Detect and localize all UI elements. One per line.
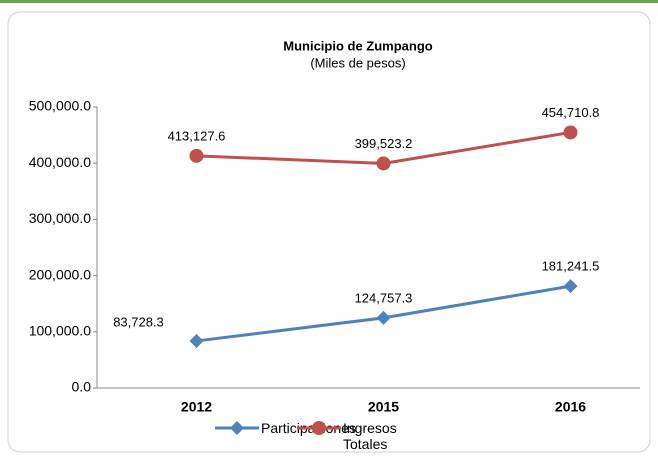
legend-label: Ingresos Totales [343, 420, 397, 452]
y-tick-label: 400,000.0 [29, 154, 91, 170]
point [563, 279, 578, 294]
point [312, 421, 326, 435]
value-label: 124,757.3 [355, 290, 413, 305]
value-label: 399,523.2 [355, 136, 413, 151]
point [189, 148, 204, 163]
point [189, 333, 204, 348]
chart-subtitle: (Miles de pesos) [310, 55, 405, 70]
x-tick-label: 2012 [181, 399, 212, 415]
legend-box: Ingresos Totales [343, 420, 397, 452]
chart-frame [7, 11, 651, 453]
y-tick-label: 500,000.0 [29, 98, 91, 114]
value-label: 413,127.6 [168, 128, 226, 143]
point [376, 156, 391, 171]
point [563, 125, 578, 140]
value-label: 181,241.5 [542, 259, 600, 274]
value-label: 454,710.8 [542, 105, 600, 120]
x-tick-label: 2015 [368, 399, 399, 415]
chart-title: Municipio de Zumpango [283, 38, 433, 53]
y-tick-label: 300,000.0 [29, 210, 91, 226]
y-tick-label: 100,000.0 [29, 323, 91, 339]
point [230, 421, 244, 435]
y-tick-label: 0.0 [72, 379, 92, 395]
value-label: 83,728.3 [113, 314, 164, 329]
x-tick-label: 2016 [555, 399, 586, 415]
point [376, 310, 391, 325]
y-tick-label: 200,000.0 [29, 266, 91, 282]
top-bar [0, 0, 658, 3]
